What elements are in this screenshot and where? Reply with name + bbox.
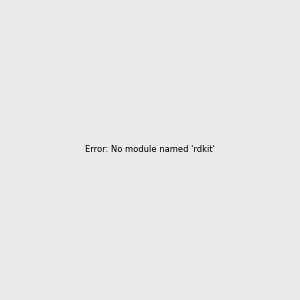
Text: Error: No module named 'rdkit': Error: No module named 'rdkit' bbox=[85, 146, 215, 154]
